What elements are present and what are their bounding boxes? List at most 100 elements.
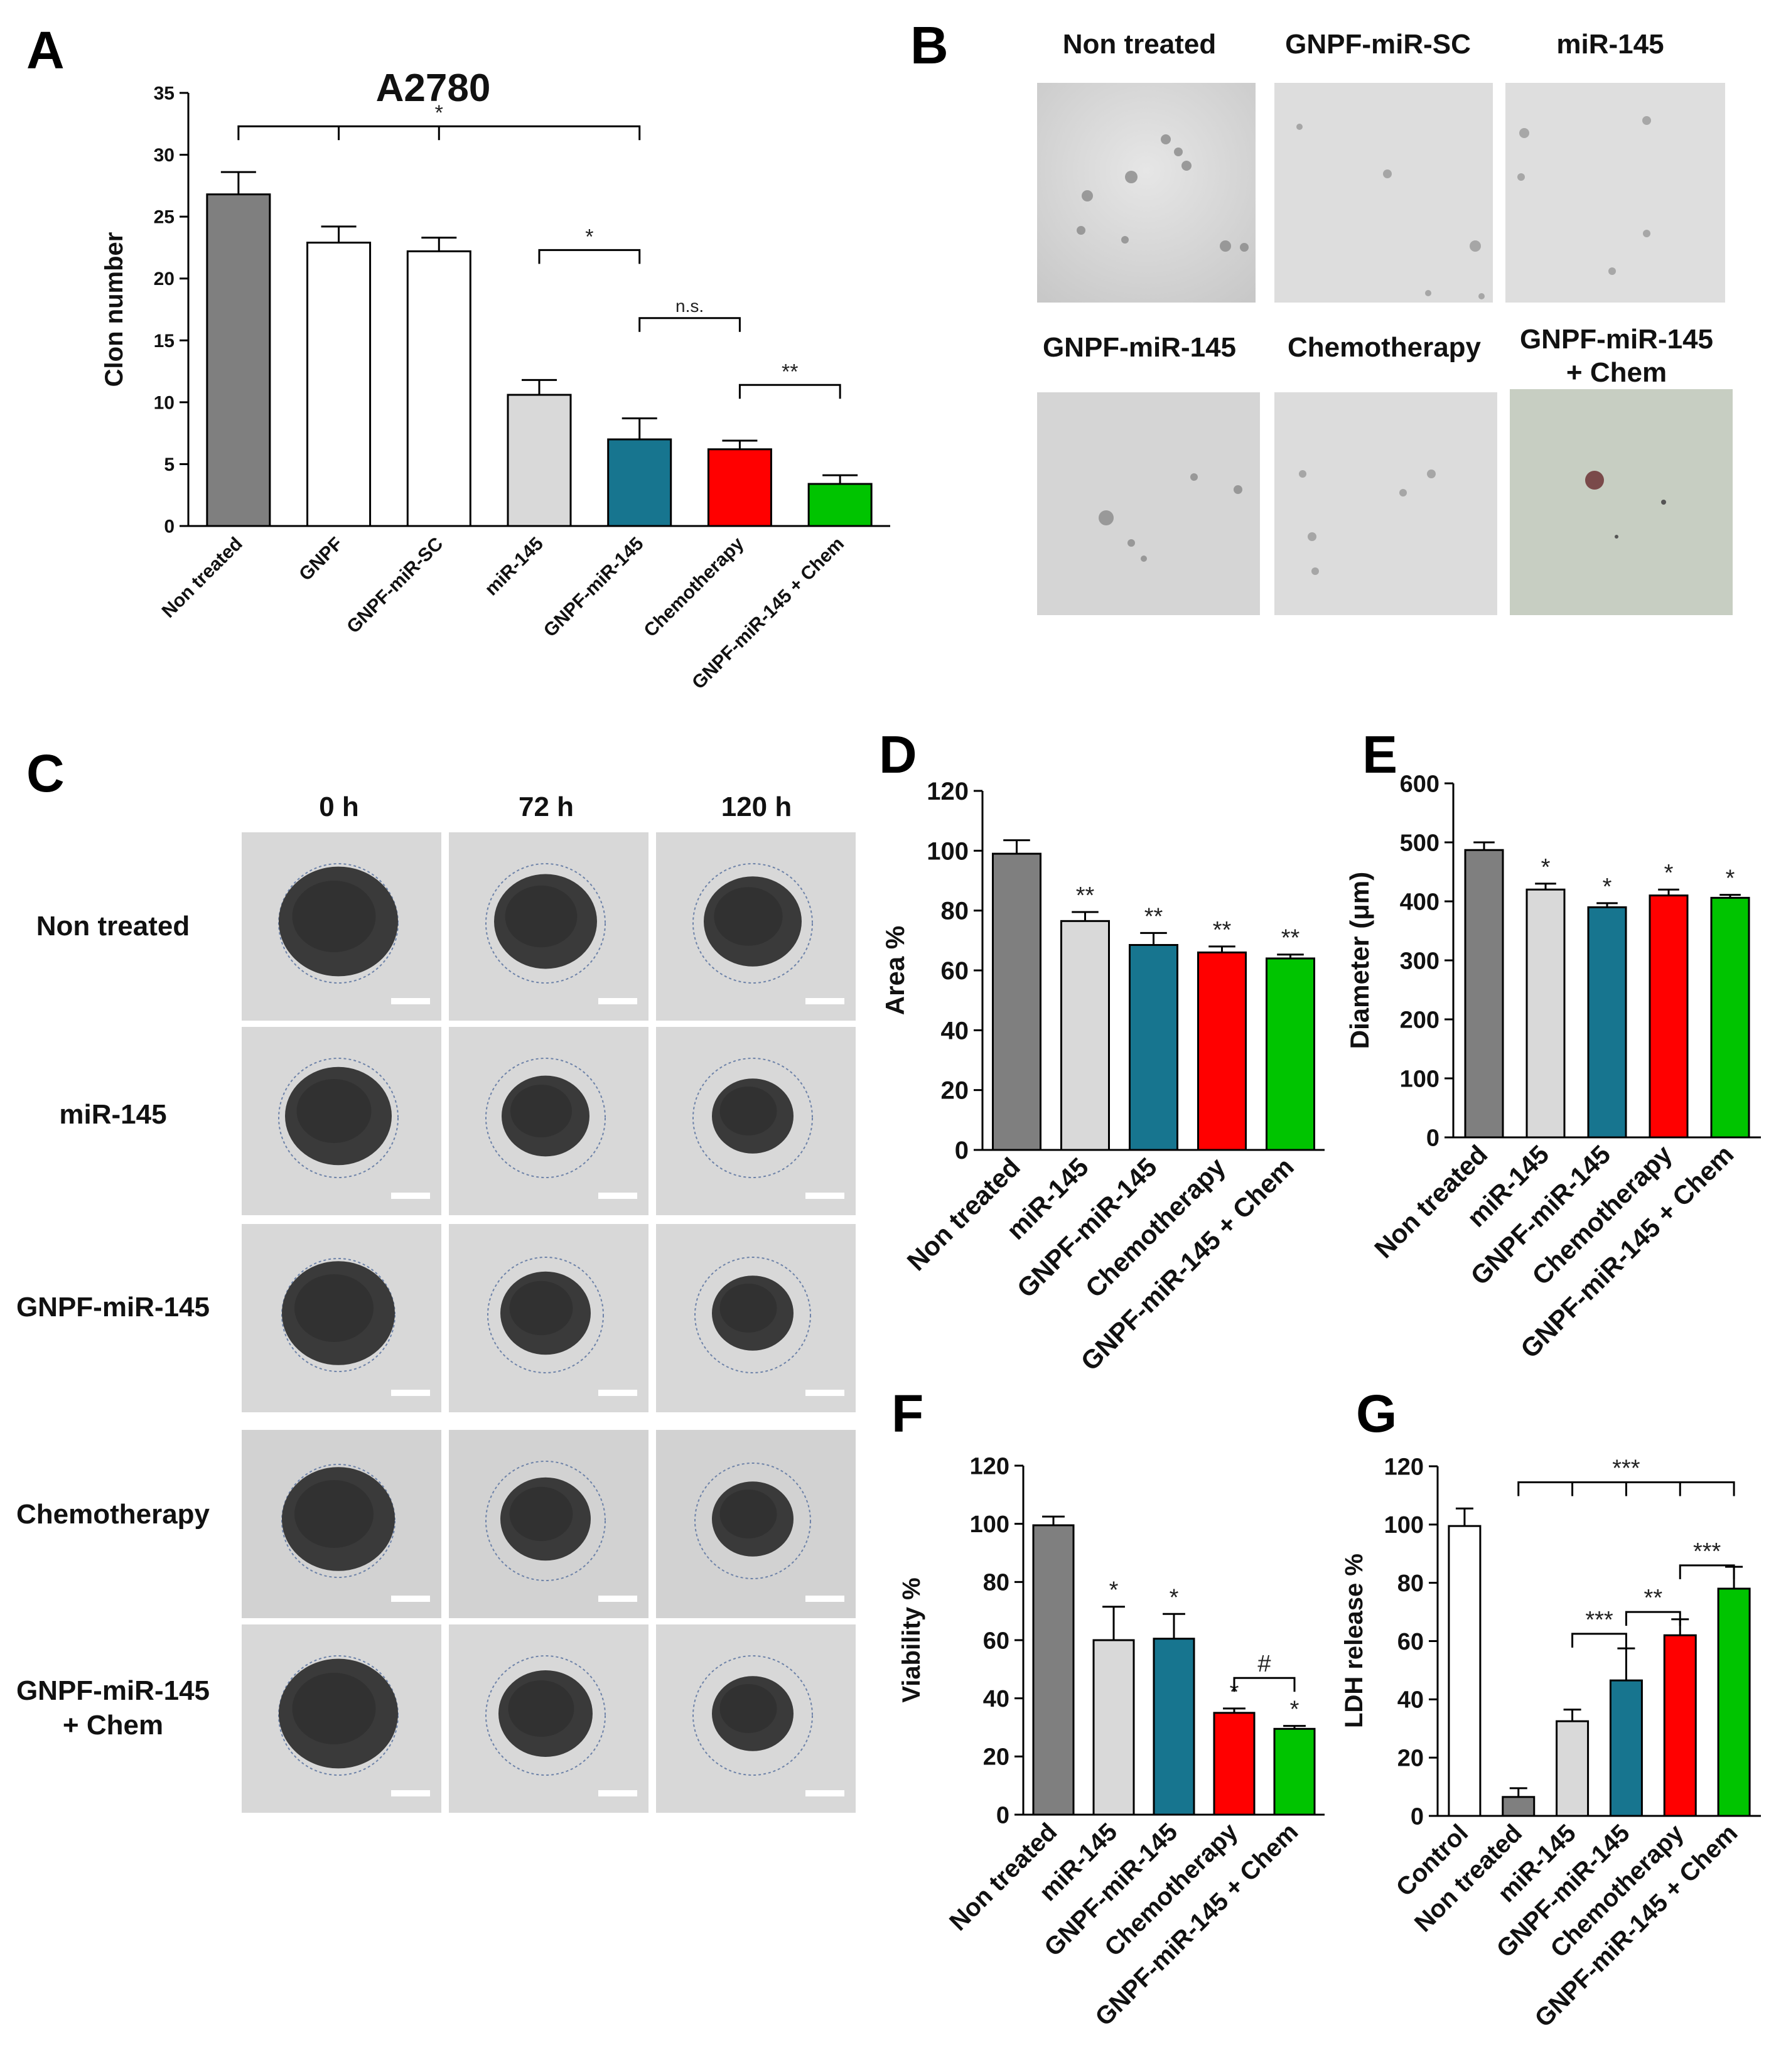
spheroid-image: [449, 1224, 648, 1412]
chart-a-bar: [206, 193, 271, 527]
chart-g-bar: [1663, 1634, 1697, 1817]
spheroid-row-gnpf-mir-145: GNPF-miR-145: [16, 1292, 210, 1323]
chart-d-significance-mark: **: [1076, 883, 1095, 909]
colony-image-gnpf-mir-145-chem: [1510, 389, 1733, 615]
panel-label-g: G: [1356, 1384, 1397, 1443]
chart-e-y-tick-label: 400: [1400, 889, 1439, 915]
chart-g-bracket: [1571, 1633, 1627, 1648]
chart-f-bar: [1092, 1639, 1135, 1816]
chart-e-bar: [1710, 896, 1750, 1139]
chart-d-bar: [1266, 957, 1315, 1151]
chart-a-y-tick-label: 5: [164, 454, 175, 475]
spheroid-image: [242, 1624, 441, 1813]
chart-e-bar: [1525, 888, 1566, 1139]
chart-e-significance-mark: *: [1541, 854, 1551, 881]
colony-image-gnpf-mir-sc: [1274, 83, 1493, 303]
chart-a-y-tick-label: 10: [154, 392, 175, 413]
chart-a-bracket-label: **: [782, 360, 798, 384]
colony-image-chemotherapy: [1274, 392, 1497, 615]
panel-label-a: A: [26, 21, 65, 80]
chart-a-title: A2780: [375, 67, 491, 110]
chart-e-bar: [1464, 849, 1504, 1139]
spheroid-image: [242, 1224, 441, 1412]
chart-a-category-label: GNPF-miR-SC: [343, 534, 447, 638]
chart-g-y-axis-label: LDH release %: [1340, 1554, 1368, 1728]
chart-a: 0 5 10 15 20 25 30 35 Clon number Non treated GNPF…: [100, 83, 890, 694]
spheroid-image: [656, 1430, 856, 1618]
chart-a-bar: [807, 483, 873, 527]
scale-bar: [391, 1790, 430, 1796]
panel-label-f: F: [891, 1384, 924, 1443]
scale-bar: [805, 1596, 844, 1602]
chart-d-bar: [992, 852, 1041, 1151]
panel-b-label-non-treated: Non treated: [1062, 29, 1217, 60]
scale-bar: [805, 1390, 844, 1396]
panel-label-b: B: [910, 16, 949, 75]
chart-e-y-tick-label: 500: [1400, 830, 1439, 856]
scale-bar: [598, 1390, 637, 1396]
chart-g-bar: [1609, 1679, 1643, 1817]
spheroid-row-non-treated: Non treated: [36, 911, 190, 942]
chart-g-bracket-label: ***: [1693, 1538, 1721, 1565]
chart-f-bar: [1153, 1638, 1195, 1816]
chart-a-category-label: GNPF-miR-145: [540, 534, 648, 641]
chart-g-y-tick-label: 100: [1384, 1512, 1424, 1538]
spheroid-image: [242, 832, 441, 1021]
spheroid-col-0h: 0 h: [319, 792, 359, 822]
chart-a-bracket-label: n.s.: [675, 296, 704, 316]
chart-f-significance-mark: *: [1230, 1679, 1239, 1705]
spheroid-row-chemotherapy: Chemotherapy: [16, 1499, 210, 1530]
chart-e-significance-mark: *: [1664, 860, 1674, 886]
chart-d-category-label: Non treated: [901, 1152, 1026, 1276]
chart-a-y-tick-label: 25: [154, 207, 175, 228]
scale-bar: [805, 998, 844, 1004]
panel-label-d: D: [879, 725, 917, 784]
spheroid-col-72h: 72 h: [518, 792, 574, 822]
chart-g-bracket: [1679, 1564, 1735, 1579]
chart-e-y-tick-label: 200: [1400, 1007, 1439, 1033]
chart-g-bracket: [1625, 1611, 1681, 1626]
chart-a-bar: [707, 448, 772, 527]
chart-a-bracket: [638, 317, 741, 332]
panel-b-label-gnpf-mir-145: GNPF-miR-145: [1042, 332, 1237, 363]
colony-image-non-treated: [1037, 83, 1256, 303]
scale-bar: [598, 1790, 637, 1796]
chart-e-significance-mark: *: [1603, 874, 1612, 900]
spheroid-image: [449, 1624, 648, 1813]
chart-f-significance-mark: *: [1109, 1577, 1119, 1604]
chart-g-bracket-label: **: [1644, 1585, 1663, 1611]
spheroid-row-mir-145: miR-145: [59, 1099, 167, 1130]
scale-bar: [805, 1193, 844, 1199]
chart-a-bar: [607, 438, 672, 527]
chart-d-bar: [1060, 920, 1110, 1151]
spheroid-image: [449, 1430, 648, 1618]
scale-bar: [598, 1193, 637, 1199]
chart-e-y-tick-label: 100: [1400, 1066, 1439, 1092]
chart-a-category-label: Chemotherapy: [640, 533, 748, 641]
chart-g-bracket-label: ***: [1612, 1456, 1640, 1482]
chart-g-bracket-label: ***: [1585, 1607, 1613, 1633]
chart-f-bar: [1273, 1727, 1316, 1816]
chart-f-y-tick-label: 20: [983, 1744, 1009, 1771]
chart-f-bracket: [1233, 1677, 1296, 1692]
chart-a-bar: [406, 250, 471, 527]
chart-d-y-tick-label: 100: [927, 837, 969, 865]
chart-g-y-tick-label: 60: [1397, 1629, 1424, 1655]
chart-f-y-tick-label: 40: [983, 1686, 1009, 1712]
chart-g-y-tick-label: 0: [1411, 1803, 1424, 1830]
chart-a-y-tick-label: 20: [154, 269, 175, 289]
chart-a-y-tick-label: 35: [154, 83, 175, 104]
chart-f-y-axis-label: Viability %: [898, 1577, 925, 1702]
chart-a-bracket: [738, 384, 841, 399]
scale-bar: [805, 1790, 844, 1796]
spheroid-image: [656, 832, 856, 1021]
chart-d-y-tick-label: 0: [955, 1137, 969, 1164]
chart-d-y-tick-label: 120: [927, 778, 969, 805]
chart-d-significance-mark: **: [1281, 925, 1300, 952]
chart-d-bar: [1129, 943, 1178, 1151]
chart-d-significance-mark: **: [1213, 917, 1232, 943]
chart-f-y-tick-label: 60: [983, 1628, 1009, 1654]
